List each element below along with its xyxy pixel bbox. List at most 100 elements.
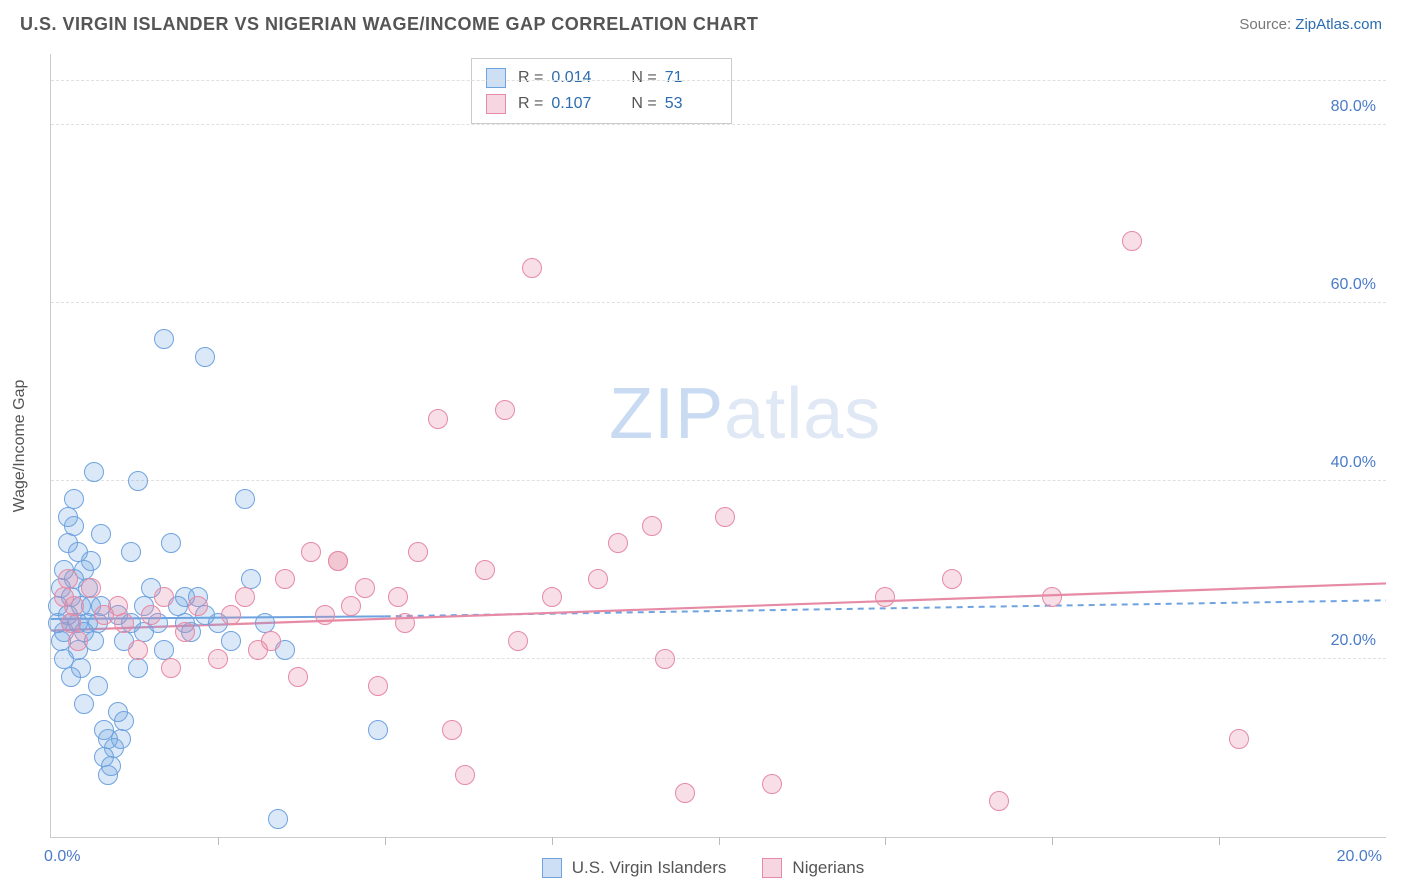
stats-legend-box: R = 0.014 N = 71 R = 0.107 N = 53 xyxy=(471,58,732,124)
y-tick-label: 20.0% xyxy=(1331,632,1376,650)
data-point xyxy=(428,409,448,429)
data-point xyxy=(1229,729,1249,749)
data-point xyxy=(989,791,1009,811)
data-point xyxy=(154,329,174,349)
data-point xyxy=(154,587,174,607)
data-point xyxy=(161,658,181,678)
data-point xyxy=(395,613,415,633)
watermark-part2: atlas xyxy=(724,374,881,454)
data-point xyxy=(84,462,104,482)
source-attribution: Source: ZipAtlas.com xyxy=(1239,16,1382,33)
data-point xyxy=(508,631,528,651)
data-point xyxy=(588,569,608,589)
data-point xyxy=(128,640,148,660)
data-point xyxy=(288,667,308,687)
data-point xyxy=(762,774,782,794)
data-point xyxy=(642,516,662,536)
data-point xyxy=(475,560,495,580)
x-tick-mark xyxy=(385,837,386,845)
scatter-plot: ZIPatlas R = 0.014 N = 71 R = 0.107 N = … xyxy=(50,54,1386,838)
data-point xyxy=(81,578,101,598)
data-point xyxy=(175,622,195,642)
data-point xyxy=(68,631,88,651)
gridline xyxy=(51,302,1386,303)
legend-swatch-series1 xyxy=(542,858,562,878)
data-point xyxy=(522,258,542,278)
data-point xyxy=(315,605,335,625)
data-point xyxy=(388,587,408,607)
data-point xyxy=(111,729,131,749)
n-label: N = xyxy=(631,91,656,117)
data-point xyxy=(161,533,181,553)
data-point xyxy=(942,569,962,589)
data-point xyxy=(715,507,735,527)
data-point xyxy=(235,489,255,509)
r-value-series1: 0.014 xyxy=(551,65,603,91)
legend-label-series2: Nigerians xyxy=(792,858,864,878)
data-point xyxy=(1042,587,1062,607)
header: U.S. VIRGIN ISLANDER VS NIGERIAN WAGE/IN… xyxy=(0,0,1406,45)
swatch-series2 xyxy=(486,94,506,114)
data-point xyxy=(195,347,215,367)
data-point xyxy=(261,631,281,651)
data-point xyxy=(368,720,388,740)
r-label: R = xyxy=(518,65,543,91)
y-tick-label: 60.0% xyxy=(1331,276,1376,294)
bottom-legend: U.S. Virgin Islanders Nigerians xyxy=(0,858,1406,878)
data-point xyxy=(221,631,241,651)
data-point xyxy=(875,587,895,607)
trend-lines xyxy=(51,54,1386,837)
legend-swatch-series2 xyxy=(762,858,782,878)
source-prefix: Source: xyxy=(1239,16,1295,33)
data-point xyxy=(121,542,141,562)
data-point xyxy=(542,587,562,607)
gridline xyxy=(51,80,1386,81)
x-tick-mark xyxy=(885,837,886,845)
data-point xyxy=(81,551,101,571)
data-point xyxy=(64,596,84,616)
stats-row-series1: R = 0.014 N = 71 xyxy=(486,65,717,91)
data-point xyxy=(74,694,94,714)
data-point xyxy=(221,605,241,625)
n-value-series2: 53 xyxy=(665,91,717,117)
y-tick-label: 40.0% xyxy=(1331,454,1376,472)
y-tick-label: 80.0% xyxy=(1331,98,1376,116)
stats-row-series2: R = 0.107 N = 53 xyxy=(486,91,717,117)
data-point xyxy=(301,542,321,562)
data-point xyxy=(328,551,348,571)
data-point xyxy=(341,596,361,616)
watermark: ZIPatlas xyxy=(609,373,881,455)
data-point xyxy=(275,569,295,589)
chart-title: U.S. VIRGIN ISLANDER VS NIGERIAN WAGE/IN… xyxy=(20,14,758,35)
data-point xyxy=(114,711,134,731)
gridline xyxy=(51,480,1386,481)
data-point xyxy=(128,658,148,678)
data-point xyxy=(128,471,148,491)
data-point xyxy=(208,649,228,669)
data-point xyxy=(495,400,515,420)
data-point xyxy=(141,605,161,625)
data-point xyxy=(268,809,288,829)
x-tick-mark xyxy=(218,837,219,845)
legend-label-series1: U.S. Virgin Islanders xyxy=(572,858,727,878)
data-point xyxy=(408,542,428,562)
n-value-series1: 71 xyxy=(665,65,717,91)
gridline xyxy=(51,124,1386,125)
watermark-part1: ZIP xyxy=(609,374,724,454)
data-point xyxy=(58,569,78,589)
source-link[interactable]: ZipAtlas.com xyxy=(1295,16,1382,33)
data-point xyxy=(455,765,475,785)
x-tick-mark xyxy=(1052,837,1053,845)
data-point xyxy=(368,676,388,696)
data-point xyxy=(71,658,91,678)
x-tick-mark xyxy=(719,837,720,845)
plot-area: Wage/Income Gap ZIPatlas R = 0.014 N = 7… xyxy=(50,54,1386,838)
x-tick-mark xyxy=(552,837,553,845)
data-point xyxy=(91,524,111,544)
data-point xyxy=(655,649,675,669)
data-point xyxy=(608,533,628,553)
data-point xyxy=(675,783,695,803)
x-tick-mark xyxy=(1219,837,1220,845)
data-point xyxy=(442,720,462,740)
data-point xyxy=(64,489,84,509)
